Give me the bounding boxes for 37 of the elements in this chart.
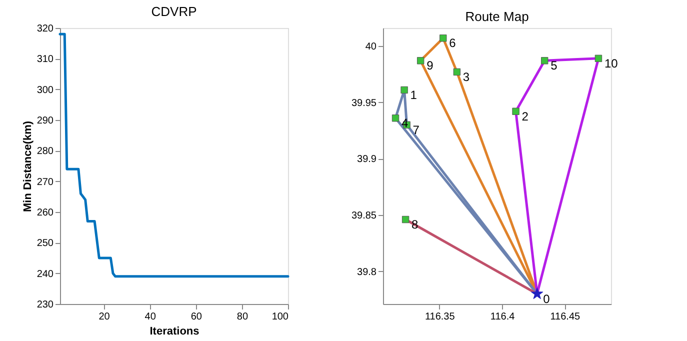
y-tick-label: 300 <box>36 84 54 96</box>
x-axis-title: Iterations <box>150 326 200 338</box>
annotation: 2 <box>522 109 529 124</box>
annotation: 5 <box>550 58 558 73</box>
x-tick-label: 60 <box>190 312 202 322</box>
x-tick-label: 116.35 <box>424 312 456 322</box>
y-tick-label: 310 <box>36 54 54 66</box>
y-tick-label: 290 <box>36 116 54 126</box>
annotation: 1 <box>410 88 418 102</box>
x-tick-label: 100 <box>272 312 289 322</box>
annotation: 10 <box>604 56 618 70</box>
x-tick-label: 80 <box>236 312 248 322</box>
x-tick-label: 116.45 <box>550 312 581 322</box>
chart-title: CDVRP <box>151 4 197 19</box>
y-tick-label: 39.8 <box>357 266 377 278</box>
x-tick-label: 20 <box>98 312 110 322</box>
x-tick-label: 116.4 <box>490 312 516 322</box>
annotation: 7 <box>412 122 420 137</box>
x-tick-label: 40 <box>144 312 156 322</box>
y-axis-title: Min Distance(km) <box>22 120 34 212</box>
y-tick-label: 39.9 <box>357 154 377 166</box>
y-tick-label: 320 <box>36 24 54 34</box>
y-tick-label: 240 <box>36 268 54 280</box>
annotation: 9 <box>426 58 434 73</box>
y-tick-label: 39.85 <box>351 210 377 222</box>
annotation: 6 <box>449 36 456 50</box>
y-tick-label: 260 <box>36 208 54 218</box>
annotation: 0 <box>543 292 550 306</box>
y-tick-label: 40 <box>365 42 377 53</box>
y-tick-label: 280 <box>36 146 54 158</box>
y-tick-label: 250 <box>36 238 54 250</box>
chart-title: Route Map <box>465 9 529 24</box>
y-tick-label: 270 <box>36 176 54 188</box>
annotation: 8 <box>412 218 419 232</box>
y-tick-label: 39.95 <box>351 98 377 109</box>
annotation: 3 <box>462 70 470 84</box>
y-tick-label: 230 <box>36 300 54 310</box>
